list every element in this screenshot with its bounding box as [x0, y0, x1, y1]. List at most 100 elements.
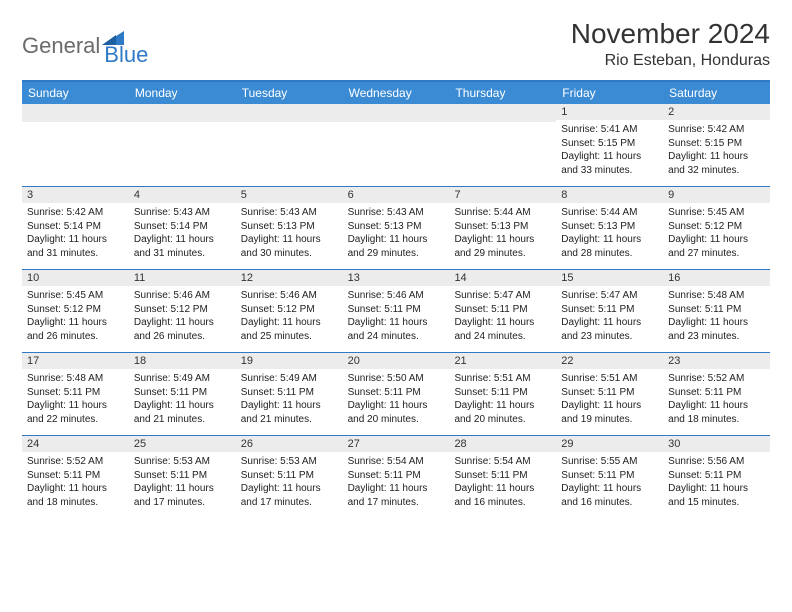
daylight-line: Daylight: 11 hours and 24 minutes.: [454, 316, 551, 343]
day-number: 5: [236, 187, 343, 203]
day-cell: 30Sunrise: 5:56 AMSunset: 5:11 PMDayligh…: [663, 436, 770, 518]
sunset-line: Sunset: 5:13 PM: [561, 220, 658, 234]
sunrise-line: Sunrise: 5:55 AM: [561, 455, 658, 469]
day-number: 27: [343, 436, 450, 452]
sunset-line: Sunset: 5:12 PM: [134, 303, 231, 317]
daylight-line: Daylight: 11 hours and 20 minutes.: [348, 399, 445, 426]
logo-text-blue: Blue: [104, 42, 148, 68]
day-cell: 23Sunrise: 5:52 AMSunset: 5:11 PMDayligh…: [663, 353, 770, 435]
day-number: 1: [556, 104, 663, 120]
title-block: November 2024 Rio Esteban, Honduras: [571, 18, 770, 70]
day-body: Sunrise: 5:43 AMSunset: 5:14 PMDaylight:…: [129, 203, 236, 264]
day-body: Sunrise: 5:52 AMSunset: 5:11 PMDaylight:…: [663, 369, 770, 430]
sunset-line: Sunset: 5:11 PM: [668, 469, 765, 483]
daylight-line: Daylight: 11 hours and 29 minutes.: [454, 233, 551, 260]
sunrise-line: Sunrise: 5:43 AM: [348, 206, 445, 220]
day-body: Sunrise: 5:54 AMSunset: 5:11 PMDaylight:…: [449, 452, 556, 513]
sunrise-line: Sunrise: 5:54 AM: [454, 455, 551, 469]
day-number: [129, 104, 236, 122]
sunset-line: Sunset: 5:15 PM: [561, 137, 658, 151]
weekday-monday: Monday: [129, 82, 236, 104]
sunset-line: Sunset: 5:11 PM: [348, 303, 445, 317]
day-cell: 18Sunrise: 5:49 AMSunset: 5:11 PMDayligh…: [129, 353, 236, 435]
sunrise-line: Sunrise: 5:41 AM: [561, 123, 658, 137]
sunrise-line: Sunrise: 5:46 AM: [134, 289, 231, 303]
day-cell: 21Sunrise: 5:51 AMSunset: 5:11 PMDayligh…: [449, 353, 556, 435]
day-body: Sunrise: 5:52 AMSunset: 5:11 PMDaylight:…: [22, 452, 129, 513]
sunrise-line: Sunrise: 5:49 AM: [241, 372, 338, 386]
sunset-line: Sunset: 5:11 PM: [668, 386, 765, 400]
daylight-line: Daylight: 11 hours and 20 minutes.: [454, 399, 551, 426]
day-body: Sunrise: 5:42 AMSunset: 5:15 PMDaylight:…: [663, 120, 770, 181]
day-body: Sunrise: 5:45 AMSunset: 5:12 PMDaylight:…: [663, 203, 770, 264]
day-cell: 2Sunrise: 5:42 AMSunset: 5:15 PMDaylight…: [663, 104, 770, 186]
sunrise-line: Sunrise: 5:45 AM: [27, 289, 124, 303]
day-number: 9: [663, 187, 770, 203]
day-body: Sunrise: 5:53 AMSunset: 5:11 PMDaylight:…: [129, 452, 236, 513]
day-body: Sunrise: 5:46 AMSunset: 5:12 PMDaylight:…: [129, 286, 236, 347]
day-body: Sunrise: 5:51 AMSunset: 5:11 PMDaylight:…: [449, 369, 556, 430]
day-body: Sunrise: 5:54 AMSunset: 5:11 PMDaylight:…: [343, 452, 450, 513]
day-number: 6: [343, 187, 450, 203]
weekday-row: Sunday Monday Tuesday Wednesday Thursday…: [22, 82, 770, 104]
day-cell: [343, 104, 450, 186]
weekday-saturday: Saturday: [663, 82, 770, 104]
daylight-line: Daylight: 11 hours and 21 minutes.: [134, 399, 231, 426]
sunset-line: Sunset: 5:11 PM: [348, 469, 445, 483]
sunset-line: Sunset: 5:11 PM: [134, 386, 231, 400]
sunrise-line: Sunrise: 5:45 AM: [668, 206, 765, 220]
daylight-line: Daylight: 11 hours and 16 minutes.: [561, 482, 658, 509]
daylight-line: Daylight: 11 hours and 18 minutes.: [27, 482, 124, 509]
day-number: 15: [556, 270, 663, 286]
sunrise-line: Sunrise: 5:51 AM: [561, 372, 658, 386]
daylight-line: Daylight: 11 hours and 15 minutes.: [668, 482, 765, 509]
week-row: 3Sunrise: 5:42 AMSunset: 5:14 PMDaylight…: [22, 186, 770, 269]
sunrise-line: Sunrise: 5:56 AM: [668, 455, 765, 469]
sunrise-line: Sunrise: 5:42 AM: [668, 123, 765, 137]
day-cell: 28Sunrise: 5:54 AMSunset: 5:11 PMDayligh…: [449, 436, 556, 518]
day-number: 23: [663, 353, 770, 369]
daylight-line: Daylight: 11 hours and 26 minutes.: [134, 316, 231, 343]
sunset-line: Sunset: 5:13 PM: [454, 220, 551, 234]
calendar-page: General Blue November 2024 Rio Esteban, …: [0, 0, 792, 536]
sunrise-line: Sunrise: 5:43 AM: [241, 206, 338, 220]
sunrise-line: Sunrise: 5:43 AM: [134, 206, 231, 220]
day-number: [343, 104, 450, 122]
daylight-line: Daylight: 11 hours and 27 minutes.: [668, 233, 765, 260]
day-body: Sunrise: 5:44 AMSunset: 5:13 PMDaylight:…: [556, 203, 663, 264]
sunset-line: Sunset: 5:11 PM: [454, 303, 551, 317]
day-number: 12: [236, 270, 343, 286]
day-number: 29: [556, 436, 663, 452]
sunset-line: Sunset: 5:11 PM: [454, 386, 551, 400]
sunrise-line: Sunrise: 5:47 AM: [454, 289, 551, 303]
day-cell: 5Sunrise: 5:43 AMSunset: 5:13 PMDaylight…: [236, 187, 343, 269]
day-cell: 17Sunrise: 5:48 AMSunset: 5:11 PMDayligh…: [22, 353, 129, 435]
day-body: Sunrise: 5:55 AMSunset: 5:11 PMDaylight:…: [556, 452, 663, 513]
day-body: Sunrise: 5:42 AMSunset: 5:14 PMDaylight:…: [22, 203, 129, 264]
day-number: 19: [236, 353, 343, 369]
sunrise-line: Sunrise: 5:44 AM: [454, 206, 551, 220]
sunset-line: Sunset: 5:13 PM: [348, 220, 445, 234]
day-cell: 6Sunrise: 5:43 AMSunset: 5:13 PMDaylight…: [343, 187, 450, 269]
day-cell: 10Sunrise: 5:45 AMSunset: 5:12 PMDayligh…: [22, 270, 129, 352]
day-cell: [449, 104, 556, 186]
day-cell: 13Sunrise: 5:46 AMSunset: 5:11 PMDayligh…: [343, 270, 450, 352]
weekday-tuesday: Tuesday: [236, 82, 343, 104]
sunrise-line: Sunrise: 5:53 AM: [241, 455, 338, 469]
day-body: Sunrise: 5:41 AMSunset: 5:15 PMDaylight:…: [556, 120, 663, 181]
day-number: 4: [129, 187, 236, 203]
sunset-line: Sunset: 5:11 PM: [348, 386, 445, 400]
day-number: 2: [663, 104, 770, 120]
sunrise-line: Sunrise: 5:49 AM: [134, 372, 231, 386]
day-body: Sunrise: 5:49 AMSunset: 5:11 PMDaylight:…: [129, 369, 236, 430]
daylight-line: Daylight: 11 hours and 25 minutes.: [241, 316, 338, 343]
day-cell: 22Sunrise: 5:51 AMSunset: 5:11 PMDayligh…: [556, 353, 663, 435]
day-body: Sunrise: 5:48 AMSunset: 5:11 PMDaylight:…: [663, 286, 770, 347]
day-number: [449, 104, 556, 122]
day-body: Sunrise: 5:46 AMSunset: 5:11 PMDaylight:…: [343, 286, 450, 347]
daylight-line: Daylight: 11 hours and 24 minutes.: [348, 316, 445, 343]
day-cell: 1Sunrise: 5:41 AMSunset: 5:15 PMDaylight…: [556, 104, 663, 186]
day-number: 10: [22, 270, 129, 286]
day-body: Sunrise: 5:48 AMSunset: 5:11 PMDaylight:…: [22, 369, 129, 430]
day-number: 26: [236, 436, 343, 452]
